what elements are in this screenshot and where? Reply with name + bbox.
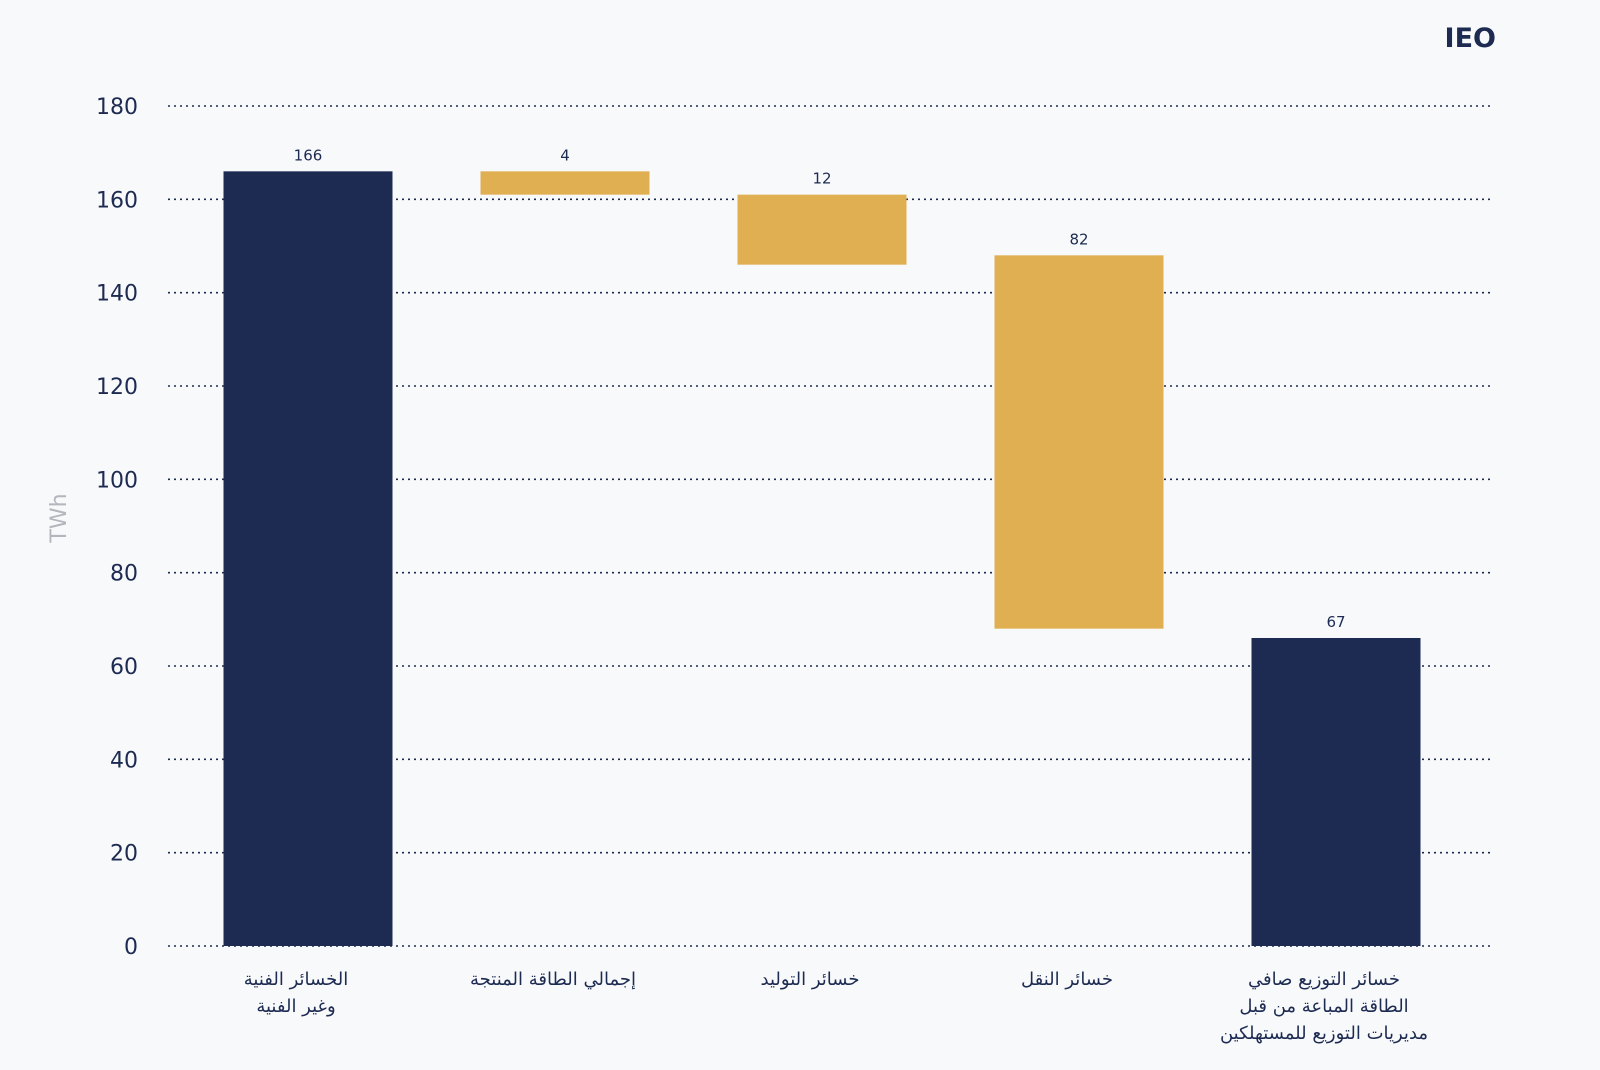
y-tick-label: 0: [124, 935, 138, 960]
bar-5: [1251, 638, 1421, 946]
y-axis-label: TWh: [47, 493, 72, 543]
category-label-3: خسائر التوليد: [761, 969, 860, 990]
bar-3: [737, 194, 907, 265]
y-tick-label: 140: [96, 282, 138, 307]
bar-4: [994, 255, 1164, 629]
y-tick-label: 100: [96, 468, 138, 493]
category-label-5: الطاقة المباعة من قبل: [1239, 996, 1408, 1017]
y-tick-label: 120: [96, 375, 138, 400]
category-label-2: إجمالي الطاقة المنتجة: [470, 969, 636, 990]
category-labels: الخسائر الفنية وغير الفنية إجمالي الطاقة ا…: [244, 969, 1428, 1044]
category-label-5: خسائر التوزيع صافي: [1248, 969, 1400, 990]
category-label-1: وغير الفنية: [256, 996, 335, 1017]
y-tick-label: 160: [96, 188, 138, 213]
y-tick-label: 20: [110, 842, 138, 867]
data-label-1: 166: [294, 146, 323, 164]
category-label-4: خسائر النقل: [1021, 969, 1113, 990]
y-tick-label: 180: [96, 95, 138, 120]
data-labels: 166 4 12 82 67: [294, 146, 1346, 631]
data-label-2: 4: [560, 146, 570, 164]
category-label-1: الخسائر الفنية: [244, 969, 348, 990]
y-tick-label: 40: [110, 748, 138, 773]
data-label-3: 12: [812, 170, 831, 188]
category-label-5: مديريات التوزيع للمستهلكين: [1220, 1023, 1428, 1044]
y-tick-label: 60: [110, 655, 138, 680]
y-tick-label: 80: [110, 562, 138, 587]
y-tick-labels: 0 20 40 60 80 100 120 140 160 180: [96, 95, 138, 960]
brand-logo: IEO: [1445, 23, 1496, 54]
bars: [223, 171, 1421, 947]
bar-1: [223, 171, 393, 947]
data-label-5: 67: [1326, 613, 1345, 631]
data-label-4: 82: [1069, 230, 1088, 248]
bar-2: [480, 171, 650, 195]
